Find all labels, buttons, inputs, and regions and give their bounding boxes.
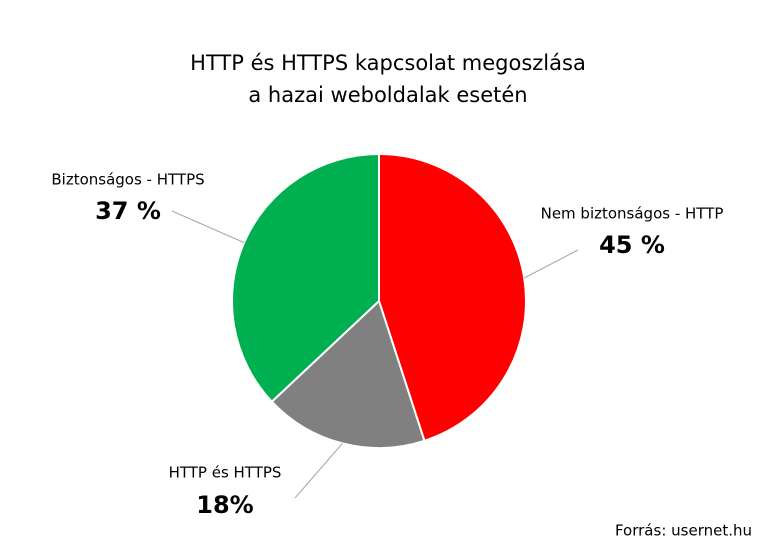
value-label: 18%: [196, 491, 253, 519]
pie-slice: [378, 152, 527, 443]
pie-slice: [231, 152, 380, 404]
source: Forrás: usernet.hu: [615, 522, 752, 540]
leader-line: [171, 210, 245, 244]
pie-slice: [270, 299, 426, 449]
value-label: 37 %: [95, 197, 161, 225]
leader-line: [523, 249, 579, 279]
value-label: 45 %: [599, 231, 665, 259]
leader-line: [294, 443, 343, 499]
slice-label: HTTP és HTTPS: [169, 464, 282, 482]
slice-label: Nem biztonságos - HTTP: [541, 205, 724, 223]
slice-label: Biztonságos - HTTPS: [51, 171, 204, 189]
chart-title: a hazai weboldalak esetén: [248, 83, 527, 107]
chart-title: HTTP és HTTPS kapcsolat megoszlása: [190, 51, 586, 75]
